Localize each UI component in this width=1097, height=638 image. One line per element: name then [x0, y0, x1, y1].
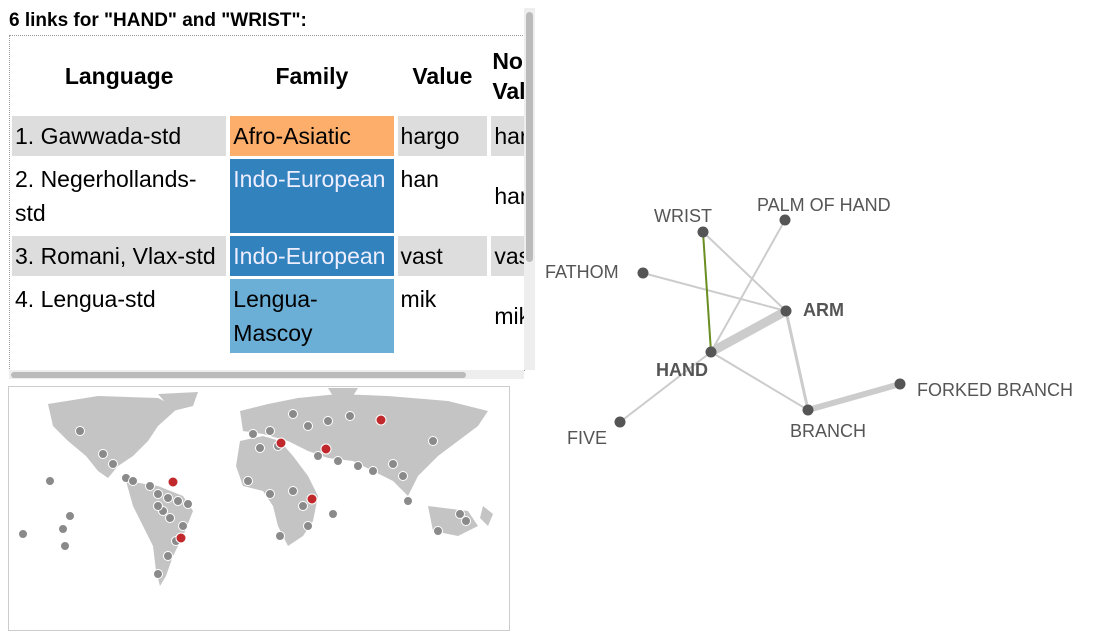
value: vast	[397, 236, 488, 276]
column-header[interactable]: Family	[275, 63, 349, 89]
node-label: ARM	[803, 300, 844, 320]
edge	[784, 310, 810, 411]
normalized-value: mik	[491, 279, 524, 353]
value: han	[397, 159, 488, 233]
language-dots	[18, 409, 471, 579]
family: Lengua-Mascoy	[230, 279, 394, 353]
nodes	[614, 214, 906, 428]
node[interactable]	[780, 305, 792, 317]
edge	[710, 219, 786, 353]
links-table: Language Family Value Normalized Value 1…	[10, 36, 525, 356]
node[interactable]	[894, 378, 906, 390]
edge	[710, 351, 809, 411]
language: 4. Lengua-std	[12, 279, 227, 353]
horizontal-scrollbar[interactable]	[9, 370, 524, 379]
node[interactable]	[637, 267, 649, 279]
edge	[619, 351, 712, 423]
node-label: PALM OF HAND	[757, 195, 891, 215]
node[interactable]	[779, 214, 791, 226]
network-graph: WRIST PALM OF HAND FATHOM ARM HAND FIVE …	[545, 195, 1073, 448]
node-label: FATHOM	[545, 262, 619, 282]
edges	[619, 219, 901, 423]
node[interactable]	[697, 226, 709, 238]
node[interactable]	[705, 346, 717, 358]
edge	[708, 307, 789, 356]
column-header[interactable]: Language	[64, 63, 174, 89]
value: mik	[397, 279, 488, 353]
column-header[interactable]: Value	[412, 63, 473, 89]
edge	[642, 272, 787, 312]
node-label: WRIST	[654, 206, 712, 226]
column-header[interactable]: Normalized Value	[492, 48, 525, 104]
title: 6 links for "HAND" and "WRIST":	[9, 10, 307, 31]
language: 2. Negerhollands-std	[12, 159, 227, 233]
vertical-scrollbar[interactable]	[524, 8, 535, 370]
node[interactable]	[614, 416, 626, 428]
language: 3. Romani, Vlax-std	[12, 236, 227, 276]
node-label: HAND	[656, 360, 708, 380]
normalized-value: hargo	[491, 116, 524, 156]
node-label: BRANCH	[790, 421, 866, 441]
family: Indo-European	[230, 159, 394, 233]
edge	[702, 231, 712, 353]
table-container: Language Family Value Normalized Value 1…	[9, 35, 525, 371]
family: Afro-Asiatic	[230, 116, 394, 156]
edge	[702, 231, 787, 312]
normalized-value: han	[491, 159, 524, 233]
node[interactable]	[802, 404, 814, 416]
family: Indo-European	[230, 236, 394, 276]
world-map	[8, 386, 510, 631]
node-label: FIVE	[567, 428, 607, 448]
highlighted-dots	[167, 414, 387, 544]
scroll-thumb[interactable]	[526, 12, 533, 262]
scroll-thumb[interactable]	[11, 372, 466, 378]
normalized-value: vast	[491, 236, 524, 276]
node-label: FORKED BRANCH	[917, 380, 1073, 400]
value: hargo	[397, 116, 488, 156]
language: 1. Gawwada-std	[12, 116, 227, 156]
edge	[807, 381, 901, 413]
